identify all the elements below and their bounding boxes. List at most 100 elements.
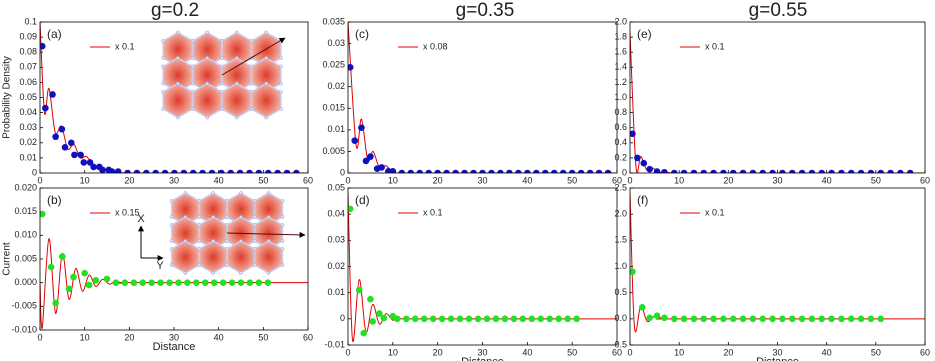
atom [239, 215, 243, 219]
legend-label: x 0.1 [705, 41, 725, 51]
y-axis-label: Current [2, 242, 13, 276]
data-point [411, 315, 419, 323]
atom [169, 223, 174, 227]
data-point [474, 315, 482, 323]
atom [266, 191, 271, 195]
data-point [501, 315, 509, 323]
hexagon [253, 240, 284, 274]
atom [280, 239, 285, 243]
x-tick-label: 30 [477, 175, 487, 185]
data-point [443, 169, 450, 173]
data-point [838, 315, 845, 323]
data-point [847, 169, 855, 173]
atom [234, 56, 239, 60]
data-point [653, 312, 661, 319]
atom [220, 90, 224, 94]
data-point [680, 315, 688, 323]
data-point [577, 169, 585, 173]
atom [234, 81, 239, 86]
y-tick-label: 0.1 [24, 16, 37, 26]
atom [161, 81, 165, 86]
y-tick-label: 0.01 [327, 287, 345, 297]
data-point [67, 139, 75, 147]
data-point [779, 169, 786, 173]
atom [211, 191, 215, 195]
y-tick-label: 0.08 [19, 47, 37, 57]
data-point [425, 169, 432, 173]
data-point [130, 279, 138, 286]
hexagon [162, 82, 194, 119]
y-axis-label: Probability Density [2, 56, 13, 139]
atom [161, 90, 165, 94]
data-point [208, 169, 216, 173]
hexagon [226, 240, 256, 274]
data-point [670, 315, 678, 323]
data-point [818, 315, 826, 323]
data-point [236, 169, 244, 173]
atom [239, 239, 243, 243]
axis-annotation: Y [156, 260, 164, 272]
x-tick-label: 40 [214, 332, 224, 342]
data-point [533, 169, 540, 173]
data-point [690, 169, 698, 173]
data-point [420, 315, 428, 323]
x-tick-label: 20 [723, 175, 733, 185]
panel-label: (c) [355, 27, 369, 41]
data-point [255, 169, 263, 173]
x-axis-label: Distance [461, 356, 504, 361]
x-tick-label: 40 [522, 175, 532, 185]
atom [252, 199, 257, 203]
y-tick-label: 0.07 [19, 62, 37, 72]
y-tick-label: 0.4 [614, 137, 627, 147]
y-tick-label: 0.03 [327, 235, 345, 245]
atom [183, 215, 188, 219]
atom [225, 215, 229, 219]
y-tick-label: -0.005 [11, 301, 37, 311]
atom [211, 271, 215, 275]
y-tick-label: 0.5 [614, 287, 627, 297]
data-point [497, 169, 504, 173]
atom [183, 191, 188, 195]
data-point [739, 169, 747, 173]
data-point [429, 315, 437, 323]
data-point [524, 169, 531, 173]
data-point [461, 169, 468, 173]
data-point [348, 64, 354, 71]
atom [249, 90, 254, 94]
x-tick-label: 50 [567, 175, 577, 185]
x-tick-label: 30 [772, 347, 782, 357]
direction-arrow [221, 37, 286, 76]
data-point [246, 279, 254, 286]
y-tick-label: 0 [340, 313, 345, 323]
data-point [720, 169, 727, 173]
atom [280, 199, 285, 203]
data-point [729, 169, 737, 173]
x-tick-label: 20 [433, 175, 443, 185]
x-tick-label: 0 [37, 332, 42, 342]
atom [279, 107, 283, 111]
x-tick-label: 60 [920, 347, 930, 357]
y-tick-label: 0.06 [19, 77, 37, 87]
data-point [42, 104, 49, 112]
data-point [537, 315, 545, 323]
data-point [877, 169, 885, 173]
atom [175, 81, 180, 86]
data-point [573, 315, 580, 323]
data-point [218, 169, 225, 173]
hexagon [198, 240, 228, 274]
hexagon [191, 82, 223, 119]
data-point [378, 164, 385, 171]
x-axis-label: Distance [756, 356, 799, 361]
y-tick-label: 2.0 [614, 209, 627, 219]
data-point [175, 279, 182, 286]
atom [225, 223, 229, 227]
data-point [646, 314, 653, 322]
data-point [564, 315, 571, 323]
panel-label: (e) [637, 27, 652, 41]
data-point [434, 169, 441, 173]
y-tick-label: 0.04 [19, 107, 37, 117]
y-tick-label: 1.6 [614, 47, 627, 57]
data-point [550, 169, 558, 173]
atom [264, 81, 269, 86]
atom [252, 247, 257, 251]
